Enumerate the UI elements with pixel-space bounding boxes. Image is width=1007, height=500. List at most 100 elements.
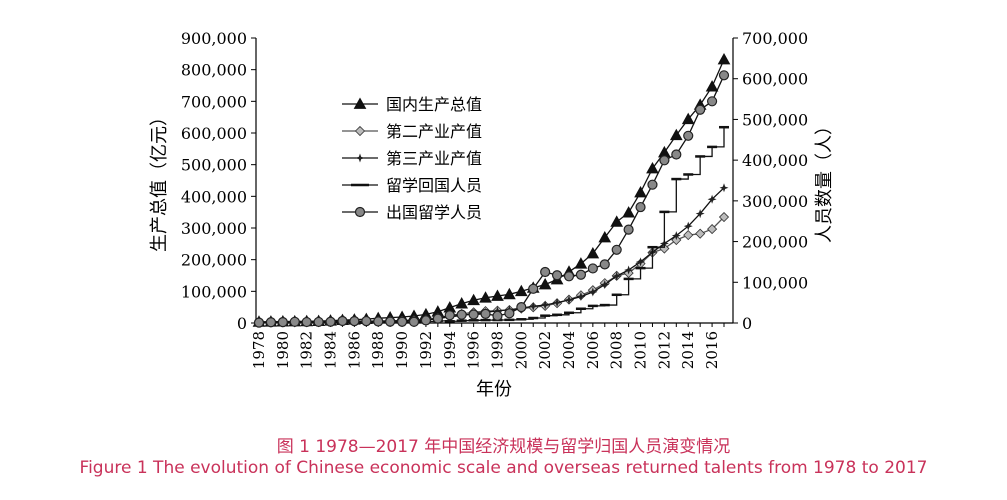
legend-marker [353, 97, 367, 109]
x-tick-label: 1982 [298, 331, 316, 369]
data-point [600, 280, 610, 290]
right-tick-label: 700,000 [742, 29, 808, 48]
right-tick-label: 400,000 [742, 151, 808, 170]
data-point [492, 310, 503, 321]
right-tick-label: 300,000 [742, 192, 808, 211]
data-point [598, 230, 612, 243]
right-tick-label: 0 [742, 314, 752, 333]
data-point [588, 287, 598, 297]
data-point [671, 149, 682, 160]
data-point [503, 287, 516, 300]
right-tick-label: 600,000 [742, 70, 808, 89]
data-point [468, 309, 479, 320]
data-point [396, 316, 408, 327]
data-point [623, 224, 634, 235]
left-tick-label: 0 [237, 314, 247, 333]
data-point [717, 52, 731, 65]
x-tick-label: 2002 [536, 331, 554, 369]
data-point [624, 265, 634, 275]
data-point [551, 270, 563, 281]
right-tick-label: 200,000 [742, 233, 808, 252]
left-tick-label: 400,000 [181, 187, 247, 206]
left-tick-label: 600,000 [181, 124, 247, 143]
data-point [587, 263, 598, 274]
data-point [718, 70, 730, 81]
series-line [258, 59, 725, 323]
data-point [408, 316, 420, 327]
caption-english: Figure 1 The evolution of Chinese econom… [79, 458, 928, 478]
data-point [586, 246, 600, 259]
data-point [695, 104, 706, 115]
x-tick-label: 1990 [393, 331, 411, 369]
legend-label: 国内生产总值 [386, 95, 482, 114]
data-point [349, 315, 360, 327]
plot-frame [255, 38, 734, 324]
left-tick-label: 900,000 [181, 29, 247, 48]
left-axis-label: 生产总值（亿元） [149, 108, 170, 252]
x-tick-label: 1978 [250, 331, 268, 369]
legend-label: 留学回国人员 [386, 176, 482, 195]
data-point [563, 271, 575, 282]
caption-chinese: 图 1 1978—2017 年中国经济规模与留学归国人员演变情况 [276, 437, 731, 457]
series-layer [252, 52, 731, 328]
data-point [456, 309, 467, 320]
data-point [669, 128, 683, 141]
x-tick-label: 1980 [274, 331, 292, 369]
data-point [683, 230, 694, 241]
data-point [516, 302, 527, 313]
legend-marker [354, 206, 366, 218]
data-point [646, 161, 659, 174]
data-point [705, 80, 719, 92]
data-point [514, 284, 528, 297]
data-point [611, 244, 622, 255]
data-point [385, 316, 396, 327]
data-point [337, 315, 348, 327]
legend-marker [355, 153, 365, 163]
x-tick-label: 2000 [512, 331, 530, 369]
data-point [432, 313, 443, 324]
data-point [491, 289, 504, 301]
left-tick-label: 300,000 [181, 219, 247, 238]
data-point [373, 316, 384, 327]
x-tick-label: 2016 [703, 331, 721, 369]
right-axis-label: 人员数量（人） [814, 117, 835, 243]
x-tick-label: 1998 [488, 331, 506, 369]
x-tick-label: 1994 [441, 331, 459, 369]
x-tick-label: 2010 [632, 331, 650, 369]
series-2 [254, 183, 729, 328]
x-tick-label: 1988 [369, 331, 387, 369]
series-3 [254, 125, 729, 325]
data-point [575, 269, 587, 280]
x-tick-label: 2008 [608, 331, 626, 369]
data-point [683, 130, 694, 141]
data-point [564, 295, 574, 305]
data-point [301, 316, 312, 328]
left-tick-label: 100,000 [181, 282, 247, 301]
x-tick-label: 1992 [417, 331, 435, 369]
legend-label: 出国留学人员 [386, 203, 482, 222]
x-tick-label: 2014 [679, 331, 697, 369]
x-tick-label: 1984 [322, 331, 340, 369]
legend-label: 第二产业产值 [386, 122, 482, 141]
series-4 [253, 70, 730, 328]
data-point [695, 228, 706, 239]
data-point [479, 291, 492, 303]
data-point [695, 209, 705, 219]
x-tick-label: 1986 [345, 331, 363, 369]
data-point [719, 183, 729, 193]
x-axis-label: 年份 [476, 379, 512, 400]
data-point [467, 293, 480, 306]
data-point [265, 317, 277, 328]
left-tick-label: 500,000 [181, 156, 247, 175]
left-tick-label: 200,000 [181, 251, 247, 270]
data-point [504, 308, 515, 319]
right-tick-label: 100,000 [742, 273, 808, 292]
data-point [659, 155, 670, 166]
right-tick-label: 500,000 [742, 110, 808, 129]
series-1 [253, 211, 730, 328]
data-point [634, 185, 647, 198]
legend-label: 第三产业产值 [386, 149, 482, 168]
chart: 0 100,000 200,000 300,000 400,000 500,000 600,… [149, 29, 835, 400]
series-0 [252, 52, 731, 327]
